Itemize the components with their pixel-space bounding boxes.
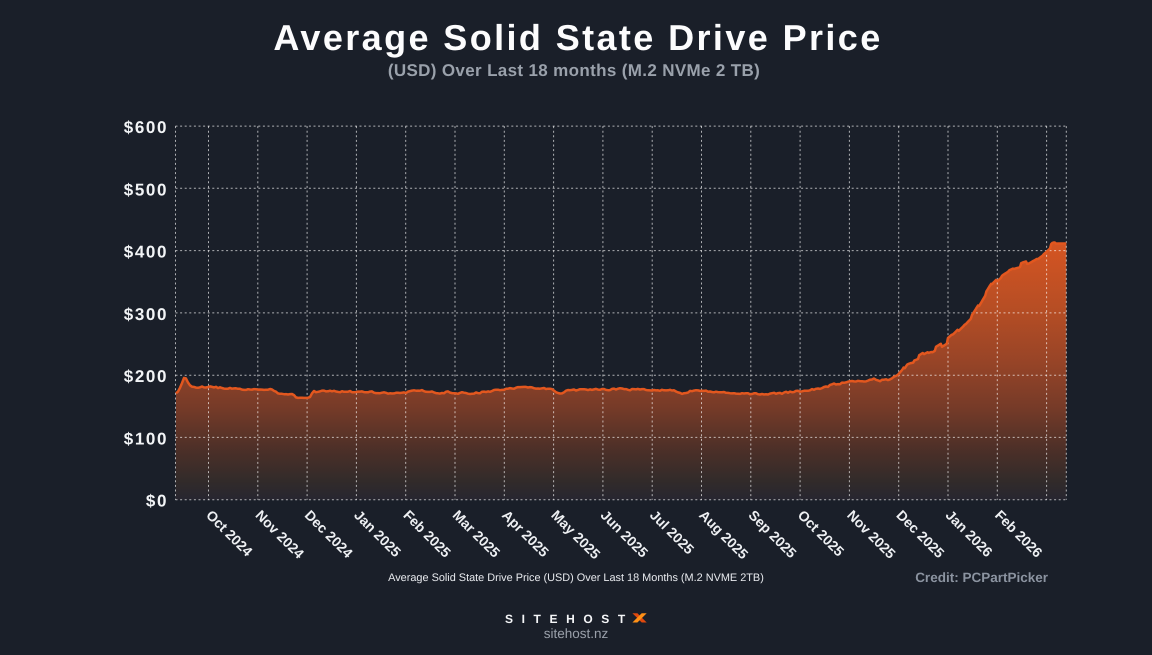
svg-text:$200: $200: [124, 367, 168, 386]
svg-text:Mar 2025: Mar 2025: [450, 507, 504, 561]
svg-text:May 2025: May 2025: [548, 507, 603, 562]
svg-text:Nov 2024: Nov 2024: [252, 507, 307, 562]
svg-text:Oct 2024: Oct 2024: [203, 507, 256, 560]
svg-text:Jan 2026: Jan 2026: [943, 507, 996, 560]
svg-text:Jun 2025: Jun 2025: [598, 507, 652, 561]
svg-text:$600: $600: [124, 118, 168, 137]
svg-text:Dec 2024: Dec 2024: [302, 507, 356, 561]
svg-text:$0: $0: [146, 492, 168, 511]
svg-text:Feb 2025: Feb 2025: [400, 507, 454, 561]
svg-text:Nov 2025: Nov 2025: [844, 507, 899, 562]
svg-text:Dec 2025: Dec 2025: [893, 507, 947, 561]
svg-text:$500: $500: [124, 180, 168, 199]
svg-text:$400: $400: [124, 243, 168, 262]
svg-text:$300: $300: [124, 305, 168, 324]
svg-text:Jul 2025: Jul 2025: [647, 507, 698, 558]
svg-text:Aug 2025: Aug 2025: [696, 507, 751, 562]
svg-text:Jan 2025: Jan 2025: [351, 507, 404, 560]
svg-text:Oct 2025: Oct 2025: [795, 507, 848, 560]
svg-text:Apr 2025: Apr 2025: [499, 507, 552, 560]
svg-text:Sep 2025: Sep 2025: [745, 507, 799, 561]
svg-text:Feb 2026: Feb 2026: [992, 507, 1046, 561]
svg-text:$100: $100: [124, 429, 168, 448]
